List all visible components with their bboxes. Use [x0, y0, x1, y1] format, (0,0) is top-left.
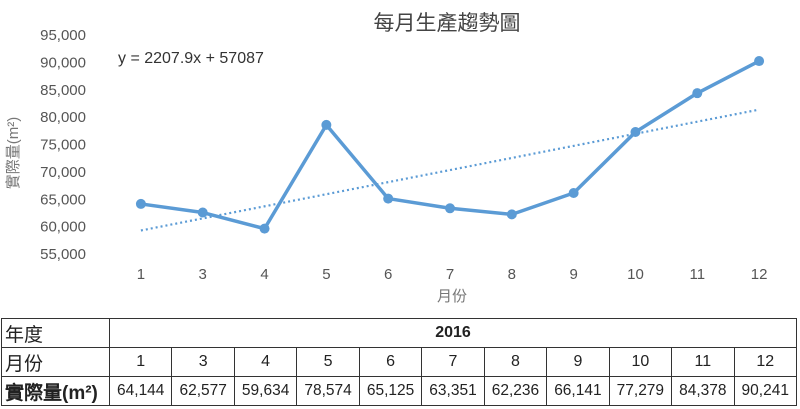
- month-cell: 11: [671, 347, 735, 377]
- value-cell: 62,577: [171, 376, 235, 406]
- data-point: [506, 209, 517, 220]
- x-tick-label: 8: [508, 266, 516, 283]
- y-axis-label: 實際量(m²): [4, 117, 22, 189]
- x-tick-label: 4: [260, 266, 268, 283]
- value-cell: 64,144: [108, 376, 173, 406]
- x-tick-label: 5: [322, 266, 330, 283]
- x-tick-label: 10: [627, 266, 644, 283]
- month-cell: 8: [483, 347, 548, 377]
- y-tick-label: 75,000: [40, 137, 86, 154]
- x-tick-label: 12: [751, 266, 768, 283]
- value-cell: 66,141: [546, 376, 610, 406]
- data-point: [568, 188, 579, 199]
- month-cell: 5: [296, 347, 360, 377]
- chart-title: 每月生產趨勢圖: [374, 12, 521, 35]
- y-tick-label: 70,000: [40, 164, 86, 181]
- table-row-year: 年度 2016: [1, 318, 797, 348]
- x-axis-ticks: 1 3 4 5 6 7 8 9 10 11 12: [137, 266, 768, 283]
- data-point: [383, 193, 394, 204]
- data-point: [754, 56, 765, 67]
- x-axis-label: 月份: [437, 288, 467, 305]
- value-cell: 62,236: [483, 376, 548, 406]
- y-tick-label: 85,000: [40, 82, 86, 99]
- x-tick-label: 7: [446, 266, 454, 283]
- data-table-container: 年度 2016 月份 1 3 4 5 6 7 8 9 10 11 12 實際量(m²) 64,144…: [0, 318, 800, 406]
- month-cell: 12: [733, 347, 798, 377]
- value-cell: 77,279: [608, 376, 673, 406]
- value-cell: 90,241: [733, 376, 798, 406]
- value-cell: 84,378: [671, 376, 735, 406]
- value-cell: 63,351: [421, 376, 485, 406]
- y-tick-label: 95,000: [40, 27, 86, 44]
- year-cell: 2016: [109, 318, 797, 348]
- trendline-equation: y = 2207.9x + 57087: [118, 50, 264, 67]
- data-point: [259, 223, 270, 234]
- series-points: [135, 56, 765, 234]
- data-point: [135, 198, 146, 209]
- line-chart: 每月生產趨勢圖 實際量(m²) 月份 y = 2207.9x + 57087 5…: [4, 12, 768, 305]
- data-point: [321, 119, 332, 130]
- month-cell: 9: [546, 347, 610, 377]
- x-tick-label: 9: [569, 266, 577, 283]
- month-cell: 6: [358, 347, 423, 377]
- x-tick-label: 1: [137, 266, 145, 283]
- y-tick-label: 65,000: [40, 191, 86, 208]
- month-cell: 3: [171, 347, 235, 377]
- value-cell: 78,574: [296, 376, 360, 406]
- data-table: 年度 2016 月份 1 3 4 5 6 7 8 9 10 11 12 實際量(m²) 64,144…: [1, 318, 798, 406]
- month-cell: 10: [608, 347, 673, 377]
- y-tick-label: 90,000: [40, 54, 86, 71]
- table-row-months: 月份 1 3 4 5 6 7 8 9 10 11 12: [1, 347, 798, 377]
- data-point: [197, 207, 208, 218]
- row-header-year: 年度: [1, 318, 110, 348]
- data-point: [692, 88, 703, 99]
- value-cell: 59,634: [233, 376, 298, 406]
- month-cell: 7: [421, 347, 485, 377]
- value-cell: 65,125: [358, 376, 423, 406]
- y-tick-label: 80,000: [40, 109, 86, 126]
- table-row-values: 實際量(m²) 64,144 62,577 59,634 78,574 65,125 63…: [1, 376, 798, 406]
- row-header-month: 月份: [1, 347, 110, 377]
- month-cell: 1: [108, 347, 173, 377]
- row-header-value: 實際量(m²): [1, 376, 110, 406]
- y-axis-ticks: 55,000 60,000 65,000 70,000 75,000 80,000 85,0…: [40, 27, 86, 263]
- y-tick-label: 60,000: [40, 219, 86, 236]
- x-tick-label: 11: [689, 266, 705, 283]
- month-cell: 4: [233, 347, 298, 377]
- y-tick-label: 55,000: [40, 246, 86, 263]
- data-point: [630, 127, 641, 138]
- x-tick-label: 3: [199, 266, 207, 283]
- x-tick-label: 6: [384, 266, 392, 283]
- data-point: [445, 203, 455, 214]
